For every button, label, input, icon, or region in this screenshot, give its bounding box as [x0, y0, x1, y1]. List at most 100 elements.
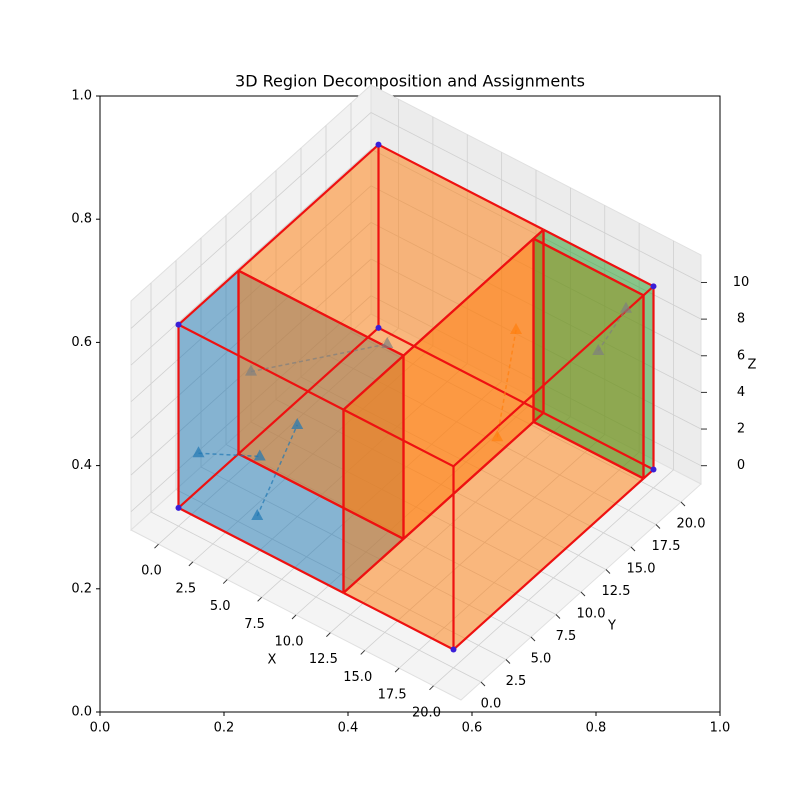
grid-line — [370, 148, 702, 320]
x-tick — [360, 650, 366, 655]
grid-line — [150, 511, 482, 683]
frame-x-tick-label: 0.4 — [338, 721, 359, 736]
y-tick-label: 15.0 — [627, 562, 656, 577]
y-tick-label: 17.5 — [652, 539, 681, 554]
y-tick — [655, 524, 661, 529]
y-tick — [580, 591, 586, 597]
grid-line — [370, 258, 702, 430]
y-tick-label: 2.5 — [506, 674, 527, 689]
y-tick — [530, 636, 536, 642]
y-tick-label: 5.0 — [531, 652, 552, 667]
region-face — [178, 270, 239, 508]
region-edge — [532, 412, 545, 423]
frame-y-tick-label: 0.0 — [71, 705, 92, 720]
z-tick-label: 8 — [737, 312, 745, 327]
region-edge — [342, 421, 535, 594]
assignment-marker — [592, 343, 605, 355]
corner-point — [375, 324, 382, 331]
x-tick — [394, 667, 400, 673]
region-edge — [542, 411, 655, 471]
x-tick — [429, 685, 434, 691]
frame-y-tick-label: 1.0 — [71, 89, 92, 104]
region-face — [343, 238, 534, 593]
grid-line — [130, 185, 372, 403]
x-axis-label: X — [268, 653, 277, 668]
region-edge — [532, 228, 545, 240]
region-edge — [542, 228, 655, 288]
chart-title: 3D Region Decomposition and Assignments — [235, 72, 585, 91]
region-face — [238, 144, 379, 454]
region-face — [343, 355, 404, 593]
region-edge — [532, 420, 645, 480]
assignment-line — [256, 424, 298, 517]
region-face — [533, 238, 644, 479]
region-edge — [177, 269, 240, 326]
region-face — [178, 270, 404, 410]
y-tick — [680, 501, 686, 507]
grid-line — [275, 399, 607, 570]
z-tick-label: 0 — [737, 458, 745, 473]
frame-x-tick-label: 0.0 — [90, 721, 111, 736]
frame-y-tick-label: 0.8 — [71, 212, 92, 227]
x-tick — [291, 614, 297, 620]
x-tick-label: 17.5 — [378, 688, 407, 703]
region-edge — [452, 294, 645, 468]
y-tick — [555, 614, 561, 619]
x-tick-label: 0.0 — [141, 564, 162, 579]
frame-x-tick-label: 0.6 — [462, 721, 483, 736]
x-tick-label: 15.0 — [343, 670, 372, 685]
region-edge — [237, 143, 380, 272]
z-tick-label: 2 — [737, 422, 745, 437]
z-tick-label: 6 — [737, 348, 745, 363]
frame-y-tick-label: 0.2 — [71, 581, 92, 596]
region-face — [343, 238, 644, 467]
region-face — [403, 229, 544, 539]
region-face — [533, 229, 654, 296]
y-tick-label: 7.5 — [556, 629, 577, 644]
grid-line — [325, 354, 657, 525]
grid-line — [130, 148, 372, 366]
assignment-marker — [253, 449, 266, 461]
region-face — [343, 421, 644, 650]
frame-x-tick-label: 0.2 — [214, 721, 235, 736]
region-face — [343, 409, 454, 650]
region-edge — [237, 327, 380, 455]
assignment-marker — [510, 322, 522, 334]
region-face — [533, 412, 654, 479]
corner-point — [450, 646, 457, 653]
y-tick — [480, 681, 486, 687]
region-edge — [237, 269, 405, 357]
corner-point — [175, 504, 182, 511]
region-face — [238, 270, 404, 539]
frame-y-tick-label: 0.4 — [71, 458, 92, 473]
z-tick-label: 4 — [737, 385, 745, 400]
grid-line — [370, 112, 702, 283]
grid-line — [300, 376, 632, 548]
grid-line — [130, 112, 372, 329]
region-edge — [177, 323, 345, 411]
corner-point — [650, 466, 657, 473]
grid-line — [200, 466, 532, 638]
corner-point — [650, 283, 657, 290]
region-face — [238, 144, 544, 356]
x-tick-label: 12.5 — [309, 652, 338, 667]
region-edge — [177, 453, 240, 509]
region-edge — [237, 452, 405, 540]
z-tick-label: 10 — [733, 275, 750, 290]
grid-line — [175, 489, 507, 660]
assignment-marker — [245, 364, 257, 376]
region-face — [453, 295, 644, 650]
x-tick-label: 5.0 — [210, 599, 231, 614]
y-tick — [605, 569, 611, 574]
x-tick — [326, 632, 331, 638]
region-face — [533, 229, 544, 422]
x-tick — [257, 596, 262, 602]
grid-line — [130, 295, 372, 512]
region-edge — [377, 143, 545, 231]
region-edge — [342, 591, 455, 651]
grid-line — [370, 295, 702, 467]
grid-line — [225, 444, 557, 615]
y-axis-label: Y — [607, 619, 616, 634]
